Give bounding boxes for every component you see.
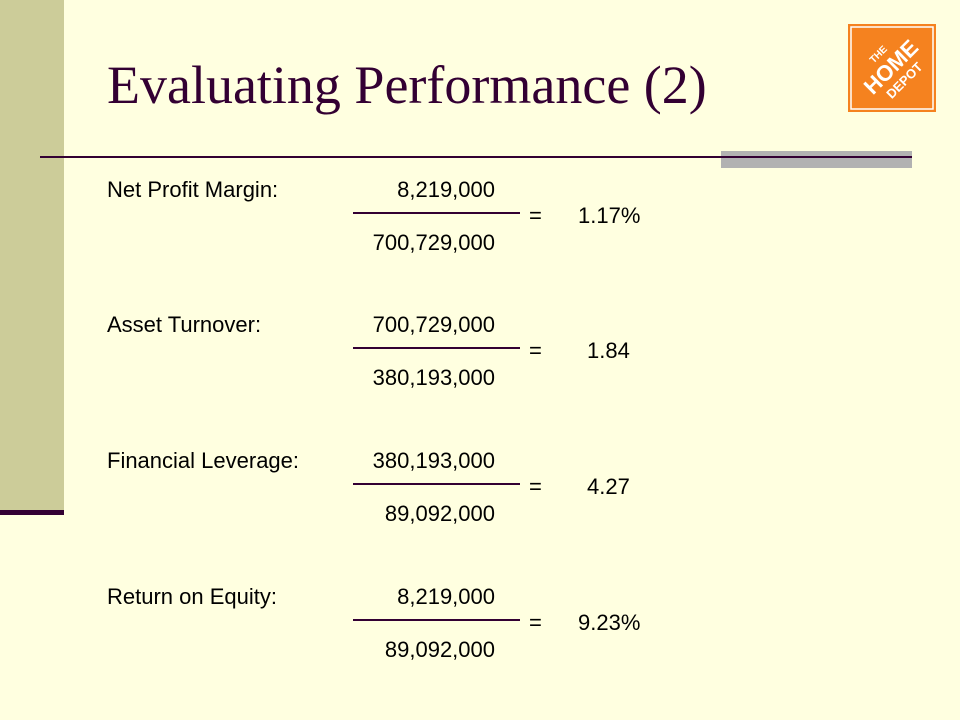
ratio-row-financial-leverage: Financial Leverage: 380,193,000 89,092,0… [0,448,960,558]
fraction-line [353,347,520,349]
title-rule-gray-block [721,151,912,168]
ratio-denominator: 700,729,000 [372,230,495,255]
fraction-line [353,212,520,214]
ratio-denominator: 89,092,000 [384,637,495,662]
ratio-row-asset-turnover: Asset Turnover: 700,729,000 380,193,000 … [0,312,960,422]
ratio-result: 1.84 [587,338,630,363]
slide-sidebar [0,0,64,512]
ratio-result: 1.17% [578,203,641,228]
ratio-row-net-profit-margin: Net Profit Margin: 8,219,000 700,729,000… [0,177,960,287]
home-depot-logo: THE HOME DEPOT [848,24,936,112]
equals-sign: = [529,474,542,499]
ratio-label: Financial Leverage: [107,448,300,473]
sidebar-accent-bar [0,510,64,515]
ratio-denominator: 380,193,000 [372,365,495,390]
ratio-row-return-on-equity: Return on Equity: 8,219,000 89,092,000 =… [0,584,960,694]
ratio-numerator: 8,219,000 [397,584,495,609]
fraction-line [353,483,520,485]
equals-sign: = [529,610,542,635]
ratio-label: Net Profit Margin: [107,177,279,202]
fraction-line [353,619,520,621]
ratio-label: Asset Turnover: [107,312,262,337]
ratio-denominator: 89,092,000 [384,501,495,526]
title-rule [40,156,912,158]
slide-title: Evaluating Performance (2) [107,55,707,115]
ratio-result: 9.23% [578,610,641,635]
equals-sign: = [529,338,542,363]
equals-sign: = [529,203,542,228]
ratio-result: 4.27 [587,474,630,499]
ratio-numerator: 700,729,000 [372,312,495,337]
ratio-label: Return on Equity: [107,584,277,609]
ratio-numerator: 380,193,000 [372,448,495,473]
ratio-numerator: 8,219,000 [397,177,495,202]
